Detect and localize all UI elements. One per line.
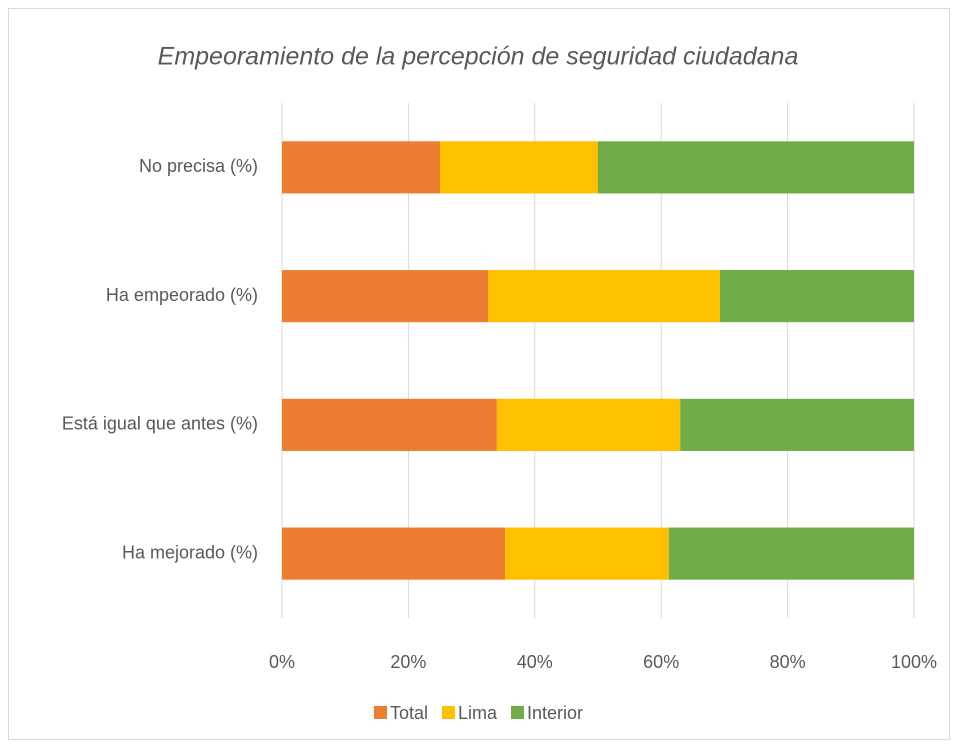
legend-swatch — [373, 706, 387, 719]
chart-border — [8, 8, 950, 740]
legend-swatch — [511, 706, 525, 719]
bar-segment — [282, 141, 440, 194]
bar-segment — [282, 398, 497, 451]
chart-title: Empeoramiento de la percepción de seguri… — [158, 43, 799, 71]
bar-segment — [719, 270, 914, 323]
y-tick-label: No precisa (%) — [139, 156, 258, 176]
legend-label: Total — [390, 703, 428, 723]
y-tick-label: Ha mejorado (%) — [122, 542, 258, 562]
x-tick-label: 80% — [770, 652, 806, 672]
bar-segment — [488, 270, 720, 323]
x-tick-label: 20% — [390, 652, 426, 672]
bar-segment — [282, 527, 506, 580]
bar-segment — [505, 527, 669, 580]
bar-segment — [496, 398, 681, 451]
x-tick-label: 60% — [643, 652, 679, 672]
y-tick-label: Ha empeorado (%) — [106, 285, 258, 305]
x-tick-label: 0% — [269, 652, 295, 672]
bar-segment — [598, 141, 914, 194]
bar-segment — [282, 270, 489, 323]
legend-label: Interior — [527, 703, 583, 723]
y-tick-label: Está igual que antes (%) — [62, 414, 258, 434]
bar-segment — [668, 527, 914, 580]
legend-swatch — [441, 706, 455, 719]
bar-segment — [680, 398, 914, 451]
legend-label: Lima — [458, 703, 498, 723]
x-tick-label: 40% — [517, 652, 553, 672]
legend: Total Lima Interior — [373, 703, 583, 723]
x-tick-label: 100% — [891, 652, 937, 672]
bar-segment — [440, 141, 598, 194]
